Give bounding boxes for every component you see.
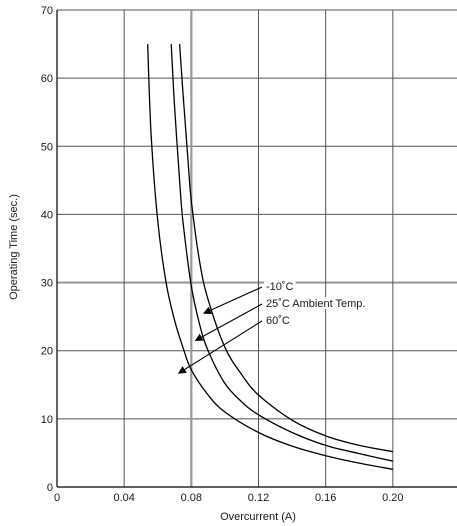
annotations: -10˚C 25˚C Ambient Temp. 60˚C <box>177 280 368 374</box>
series-line-1 <box>178 44 393 453</box>
series-line-2 <box>170 44 393 462</box>
series-line-3 <box>147 44 393 470</box>
y-tick-labels: 0 10 20 30 40 50 60 70 <box>41 5 53 494</box>
x-tick-label: 0 <box>54 492 60 504</box>
y-tick-label: 40 <box>41 209 53 221</box>
annotation-label: -10˚C <box>266 281 294 293</box>
y-tick-label: 60 <box>41 73 53 85</box>
x-tick-label: 0.04 <box>113 492 134 504</box>
x-tick-label: 0.08 <box>181 492 202 504</box>
x-tick-label: 0.16 <box>315 492 336 504</box>
annotation-label-bg <box>264 280 296 292</box>
annotation-arrow <box>177 320 263 374</box>
annotation-label: 60˚C <box>266 315 290 327</box>
annotation-arrow <box>194 303 263 341</box>
x-tick-label: 0.20 <box>382 492 403 504</box>
y-tick-label: 20 <box>41 346 53 358</box>
x-tick-label: 0.12 <box>248 492 269 504</box>
series-lines <box>147 44 393 470</box>
y-tick-label: 70 <box>41 5 53 17</box>
annotation-label-bg <box>264 314 292 326</box>
x-tick-labels: 0 0.04 0.08 0.12 0.16 0.20 <box>54 492 404 504</box>
y-tick-label: 10 <box>41 414 53 426</box>
y-tick-label: 50 <box>41 141 53 153</box>
y-tick-label: 0 <box>47 482 53 494</box>
x-axis-title: Overcurrent (A) <box>220 511 296 523</box>
annotation-arrow <box>203 286 263 314</box>
y-tick-label: 30 <box>41 278 53 290</box>
annotation-label-bg <box>264 297 368 309</box>
y-axis-title: Operating Time (sec.) <box>8 194 20 300</box>
grid <box>56 9 457 488</box>
annotation-label: 25˚C Ambient Temp. <box>266 298 365 310</box>
